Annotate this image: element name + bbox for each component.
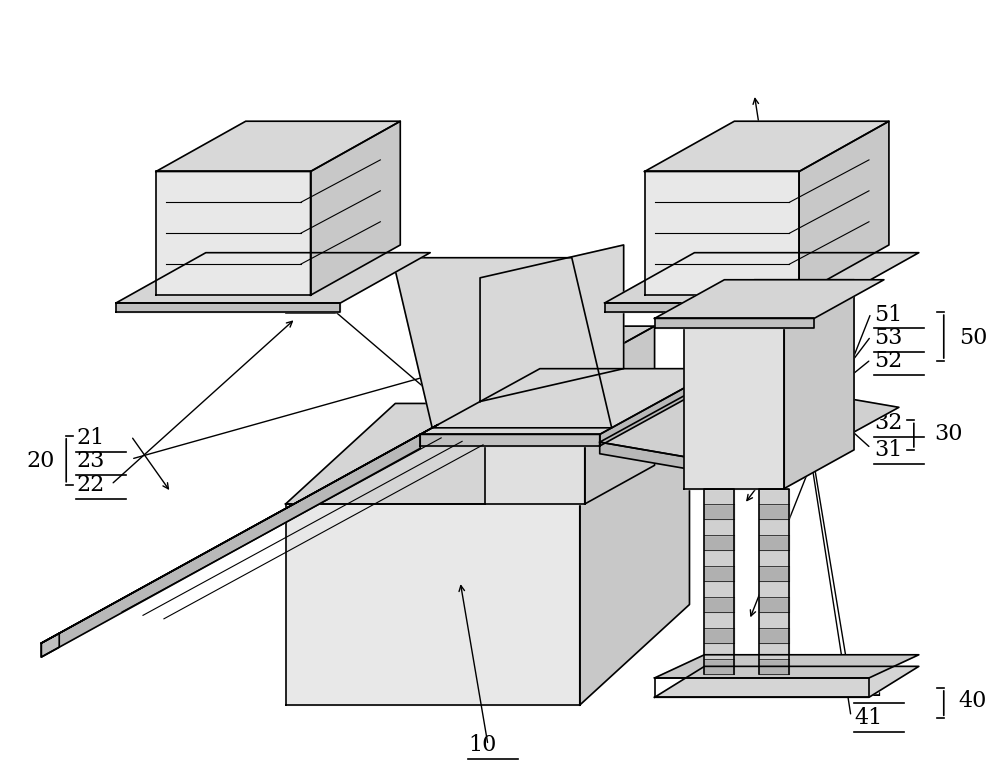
Text: 32: 32 xyxy=(874,412,902,434)
Polygon shape xyxy=(704,489,734,504)
Polygon shape xyxy=(605,253,919,303)
Polygon shape xyxy=(41,435,420,657)
Text: 10: 10 xyxy=(468,734,496,757)
Polygon shape xyxy=(156,121,400,171)
Polygon shape xyxy=(684,318,784,489)
Polygon shape xyxy=(655,655,919,678)
Polygon shape xyxy=(704,659,734,674)
Polygon shape xyxy=(311,121,400,295)
Text: 20: 20 xyxy=(26,450,55,473)
Polygon shape xyxy=(759,566,789,581)
Polygon shape xyxy=(600,442,779,485)
Polygon shape xyxy=(585,326,655,504)
Polygon shape xyxy=(600,369,719,446)
Polygon shape xyxy=(759,643,789,659)
Text: 60: 60 xyxy=(286,288,314,310)
Polygon shape xyxy=(116,253,430,303)
Polygon shape xyxy=(600,376,899,473)
Polygon shape xyxy=(759,504,789,519)
Polygon shape xyxy=(420,369,719,435)
Polygon shape xyxy=(580,404,689,705)
Polygon shape xyxy=(759,550,789,566)
Text: 22: 22 xyxy=(76,473,104,496)
Polygon shape xyxy=(485,326,655,365)
Text: 40: 40 xyxy=(959,690,987,712)
Polygon shape xyxy=(759,612,789,628)
Polygon shape xyxy=(759,519,789,535)
Polygon shape xyxy=(704,597,734,612)
Polygon shape xyxy=(684,280,854,318)
Text: 41: 41 xyxy=(854,707,882,729)
Text: 42: 42 xyxy=(854,678,882,701)
Text: 51: 51 xyxy=(874,303,902,326)
Polygon shape xyxy=(704,566,734,581)
Polygon shape xyxy=(759,628,789,643)
Polygon shape xyxy=(784,280,854,489)
Polygon shape xyxy=(392,258,612,428)
Polygon shape xyxy=(759,597,789,612)
Text: 23: 23 xyxy=(76,450,105,473)
Polygon shape xyxy=(759,535,789,550)
Polygon shape xyxy=(605,303,829,312)
Text: 53: 53 xyxy=(874,327,902,348)
Polygon shape xyxy=(655,667,919,698)
Polygon shape xyxy=(799,121,889,295)
Polygon shape xyxy=(759,581,789,597)
Polygon shape xyxy=(704,643,734,659)
Polygon shape xyxy=(655,318,814,327)
Polygon shape xyxy=(645,171,799,295)
Polygon shape xyxy=(704,550,734,566)
Polygon shape xyxy=(41,424,438,643)
Text: 52: 52 xyxy=(874,350,902,372)
Polygon shape xyxy=(704,612,734,628)
Polygon shape xyxy=(420,435,600,446)
Polygon shape xyxy=(759,659,789,674)
Text: 31: 31 xyxy=(874,439,902,461)
Polygon shape xyxy=(116,303,340,312)
Polygon shape xyxy=(41,633,59,657)
Text: 50: 50 xyxy=(959,327,987,348)
Polygon shape xyxy=(645,121,889,171)
Polygon shape xyxy=(704,504,734,519)
Polygon shape xyxy=(704,535,734,550)
Polygon shape xyxy=(704,519,734,535)
Polygon shape xyxy=(286,404,689,504)
Polygon shape xyxy=(655,280,884,318)
Polygon shape xyxy=(485,365,585,504)
Polygon shape xyxy=(759,489,789,504)
Polygon shape xyxy=(156,171,311,295)
Polygon shape xyxy=(704,628,734,643)
Polygon shape xyxy=(704,581,734,597)
Polygon shape xyxy=(286,504,580,705)
Text: 30: 30 xyxy=(934,424,962,445)
Polygon shape xyxy=(480,245,624,401)
Text: 21: 21 xyxy=(76,428,104,449)
